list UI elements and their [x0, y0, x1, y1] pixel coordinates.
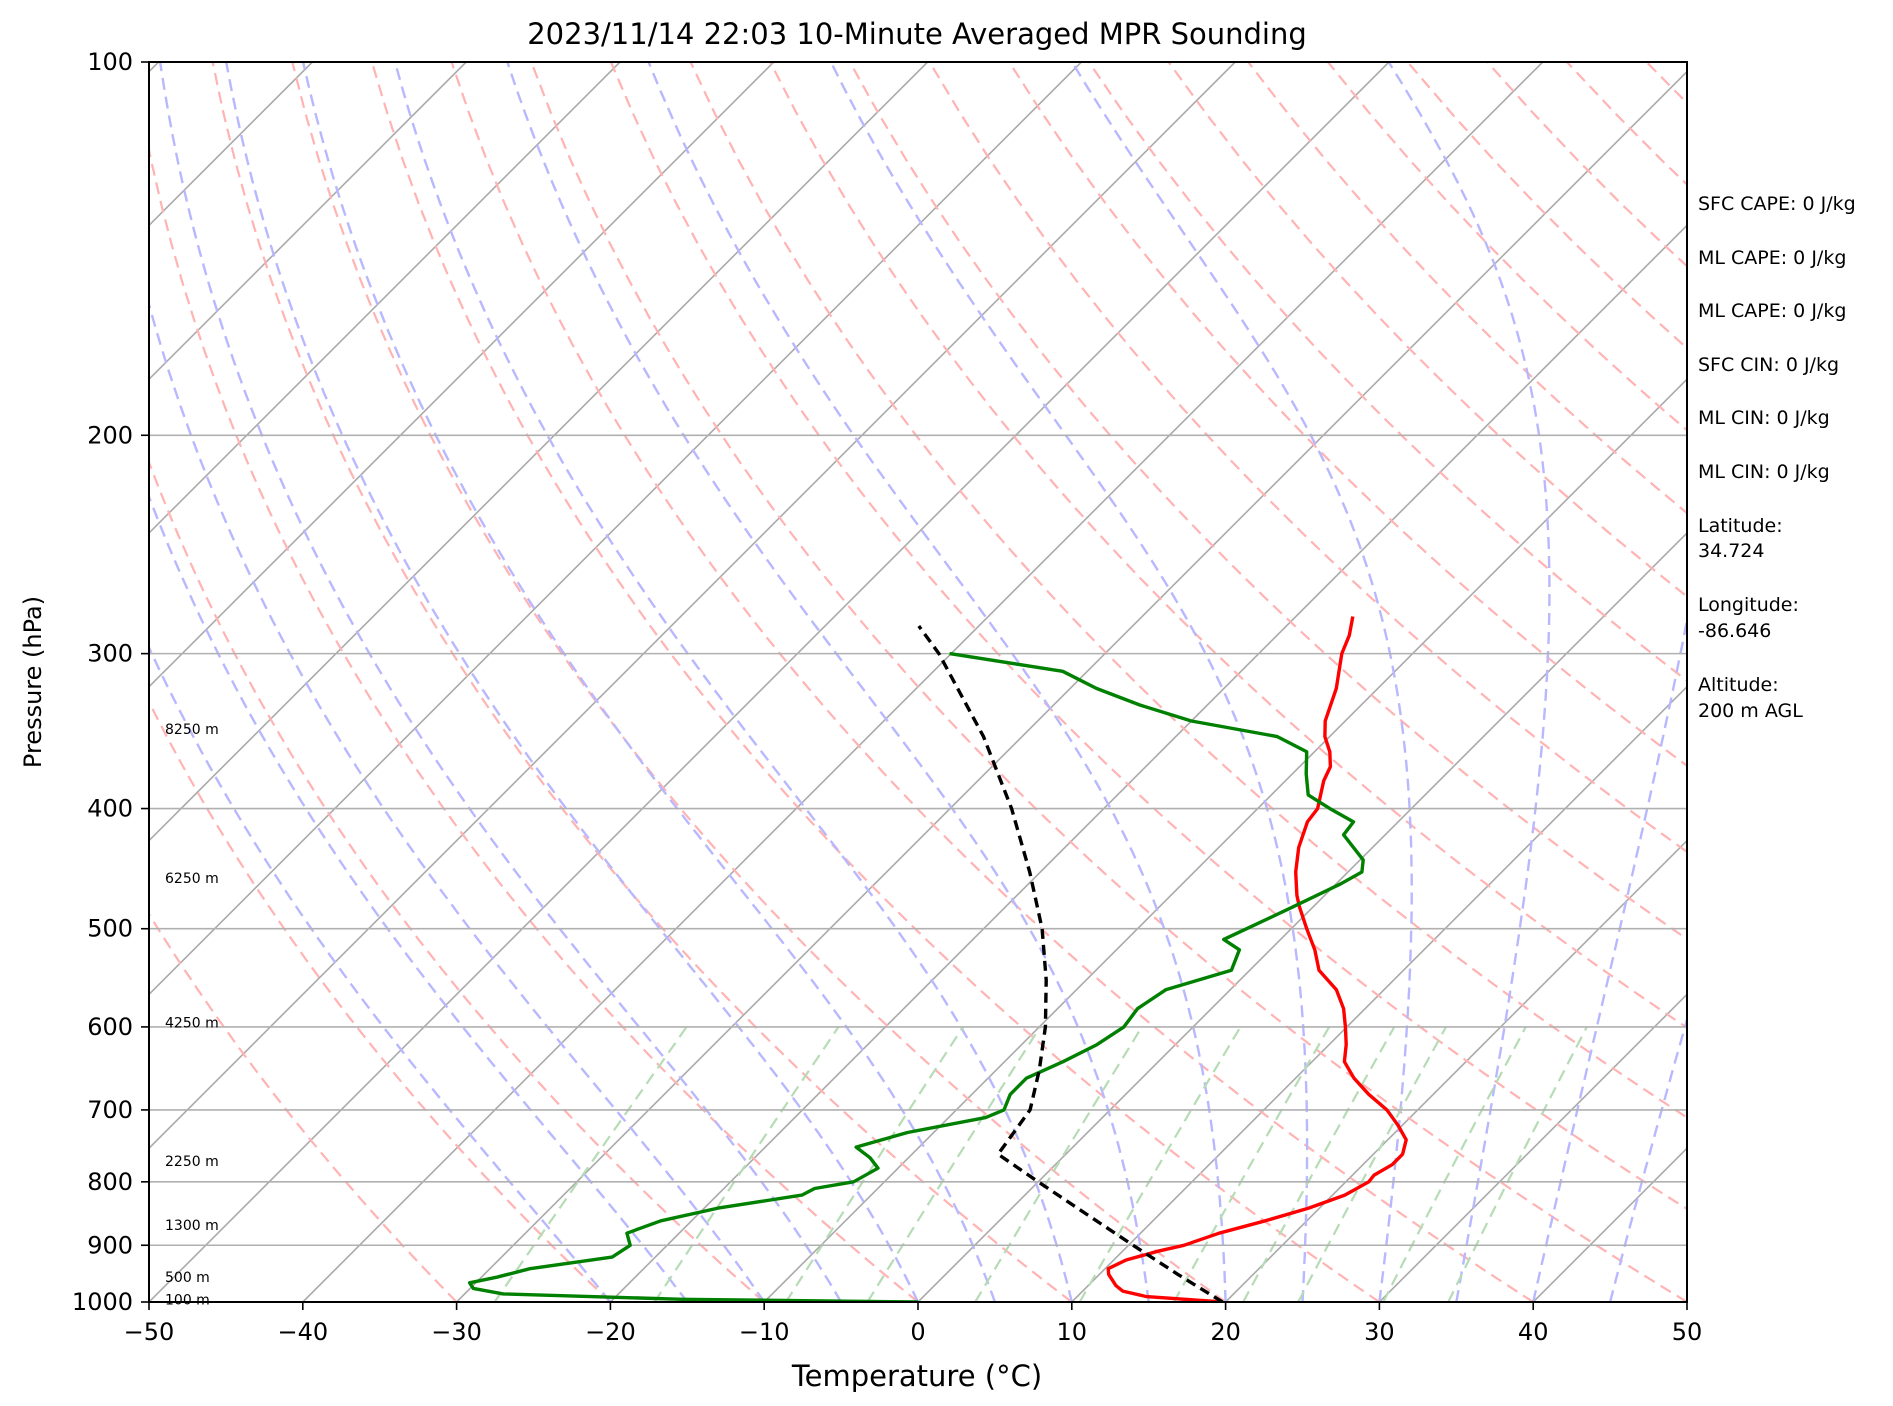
- altitude-label: Altitude:: [1698, 674, 1779, 696]
- isotherm-line: [917, 531, 1687, 1302]
- temperature-profile-line: [1106, 616, 1408, 1302]
- isotherm-line: [609, 224, 1687, 1302]
- x-tick-label: −50: [124, 1318, 175, 1346]
- y-tick-label: 200: [87, 421, 133, 449]
- isotherm-line: [456, 70, 1687, 1302]
- moist-adiabat-line: [1387, 62, 1551, 1302]
- longitude-value: -86.646: [1698, 620, 1771, 642]
- dry-adiabat-line: [149, 144, 919, 1302]
- moist-adiabat-line: [1070, 62, 1413, 1302]
- height-label: 4250 m: [165, 1015, 219, 1031]
- latitude-label: Latitude:: [1698, 515, 1783, 537]
- dry-adiabat-line: [450, 62, 1534, 1302]
- y-axis-ticks: 100 200 300 400 500 600 700 800 900 1000: [72, 48, 149, 1316]
- isotherm-line: [149, 62, 1236, 1150]
- isotherm-line: [149, 62, 929, 842]
- isotherm-line: [149, 62, 621, 535]
- mixing-ratio-line: [493, 1026, 688, 1302]
- y-tick-label: 500: [87, 915, 133, 943]
- ml-cape-text-2: ML CAPE: 0 J/kg: [1698, 300, 1846, 322]
- chart-title: 2023/11/14 22:03 10-Minute Averaged MPR …: [527, 17, 1307, 51]
- x-tick-label: 10: [1057, 1318, 1088, 1346]
- dry-adiabat-line: [848, 62, 1687, 941]
- x-tick-label: 20: [1210, 1318, 1241, 1346]
- y-tick-label: 300: [87, 640, 133, 668]
- moist-adiabat-line: [829, 62, 1309, 1302]
- moist-adiabat-line: [149, 300, 766, 1302]
- isotherm-line: [149, 62, 1390, 1302]
- x-axis-label: Temperature (°C): [791, 1359, 1042, 1393]
- height-labels: 8250 m 6250 m 4250 m 2250 m 1300 m 500 m 100 m: [165, 722, 219, 1308]
- x-tick-label: 30: [1364, 1318, 1395, 1346]
- moist-adiabat-line: [1532, 614, 1687, 1302]
- isotherm-line: [149, 62, 467, 381]
- dry-adiabat-line: [291, 62, 1227, 1302]
- y-tick-label: 700: [87, 1096, 133, 1124]
- isotherm-line: [149, 62, 1082, 996]
- isotherm-line: [149, 62, 775, 688]
- moist-adiabat-line: [225, 62, 920, 1302]
- dry-adiabat-line: [370, 62, 1381, 1302]
- dry-adiabat-line: [928, 62, 1687, 854]
- y-tick-label: 100: [87, 48, 133, 76]
- profile-lines: [467, 616, 1408, 1302]
- altitude-value: 200 m AGL: [1698, 700, 1803, 722]
- height-label: 2250 m: [165, 1154, 219, 1170]
- x-axis-ticks: −50 −40 −30 −20 −10 0 10 20 30 40 50: [124, 1302, 1703, 1346]
- isotherm-line: [1071, 685, 1687, 1302]
- dry-adiabat-line: [1167, 62, 1687, 598]
- height-label: 8250 m: [165, 722, 219, 738]
- sfc-cape-text: SFC CAPE: 0 J/kg: [1698, 193, 1856, 215]
- x-tick-label: 50: [1672, 1318, 1703, 1346]
- isotherm-line: [302, 62, 1544, 1302]
- x-tick-label: −30: [431, 1318, 482, 1346]
- ml-cin-text-2: ML CIN: 0 J/kg: [1698, 461, 1830, 483]
- sfc-cin-text: SFC CIN: 0 J/kg: [1698, 354, 1839, 376]
- height-label: 100 m: [165, 1292, 210, 1308]
- isotherm-line: [1378, 993, 1687, 1302]
- dry-adiabat-line: [1087, 62, 1687, 683]
- y-tick-label: 1000: [72, 1288, 133, 1316]
- background-lines: [149, 62, 1687, 1302]
- y-axis-label: Pressure (hPa): [19, 596, 47, 768]
- moist-adiabat-line: [158, 62, 843, 1302]
- dry-adiabat-line: [689, 62, 1687, 1119]
- dry-adiabat-line: [530, 62, 1687, 1302]
- x-tick-label: −40: [277, 1318, 328, 1346]
- ml-cape-text: ML CAPE: 0 J/kg: [1698, 247, 1846, 269]
- isotherm-line: [1225, 839, 1687, 1302]
- moist-adiabat-line: [393, 62, 1073, 1302]
- parcel-profile-line: [917, 624, 1224, 1302]
- x-tick-label: −10: [739, 1318, 790, 1346]
- dry-adiabat-line: [149, 699, 612, 1302]
- x-tick-label: 0: [910, 1318, 925, 1346]
- height-label: 6250 m: [165, 871, 219, 887]
- y-tick-label: 400: [87, 795, 133, 823]
- dewpoint-profile-line: [467, 651, 1365, 1302]
- dry-adiabat-line: [211, 62, 1073, 1302]
- dry-adiabat-line: [149, 459, 765, 1302]
- isotherm-line: [763, 378, 1687, 1302]
- y-tick-label: 800: [87, 1168, 133, 1196]
- x-tick-label: −20: [585, 1318, 636, 1346]
- moist-adiabat-line: [647, 62, 1227, 1302]
- height-label: 1300 m: [165, 1218, 219, 1234]
- dry-adiabat-line: [769, 62, 1687, 1029]
- longitude-label: Longitude:: [1698, 594, 1799, 616]
- height-label: 500 m: [165, 1270, 210, 1286]
- stats-panel: SFC CAPE: 0 J/kg ML CAPE: 0 J/kg ML CAPE…: [1698, 193, 1856, 722]
- dry-adiabat-line: [609, 62, 1687, 1211]
- x-tick-label: 40: [1518, 1318, 1549, 1346]
- ml-cin-text: ML CIN: 0 J/kg: [1698, 407, 1830, 429]
- y-tick-label: 900: [87, 1231, 133, 1259]
- y-tick-label: 600: [87, 1013, 133, 1041]
- latitude-value: 34.724: [1698, 540, 1764, 562]
- moist-adiabat-line: [301, 62, 997, 1302]
- dry-adiabat-line: [149, 912, 458, 1302]
